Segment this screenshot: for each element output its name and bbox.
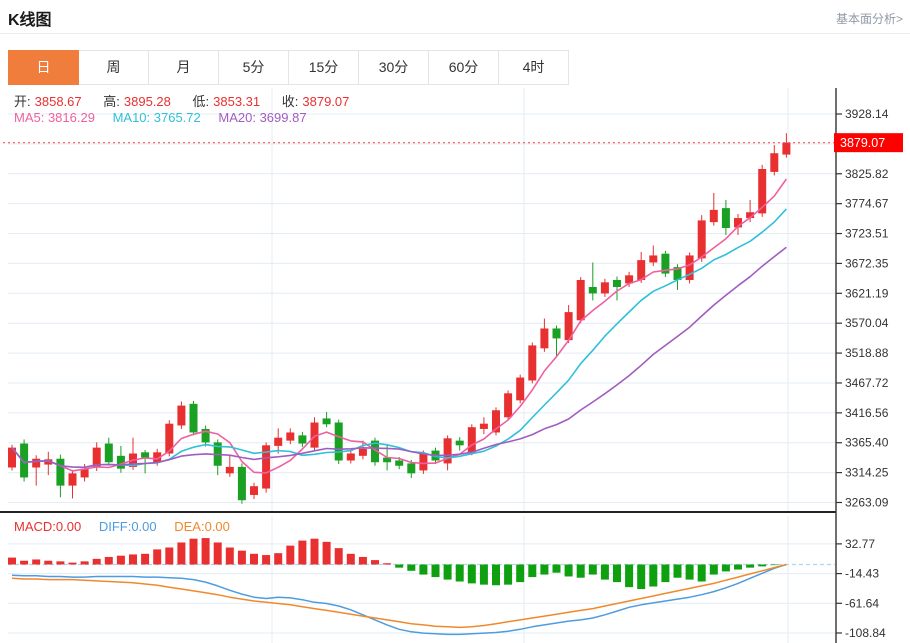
diff-value: DIFF:0.00 bbox=[98, 519, 157, 534]
high-value: 3895.28 bbox=[123, 94, 171, 109]
svg-text:3314.25: 3314.25 bbox=[845, 466, 889, 480]
svg-text:3621.19: 3621.19 bbox=[845, 286, 889, 300]
macd-value: MACD:0.00 bbox=[14, 519, 82, 534]
tab-日[interactable]: 日 bbox=[8, 50, 79, 85]
tab-30分[interactable]: 30分 bbox=[359, 50, 429, 85]
diff-line bbox=[11, 563, 787, 636]
panel-divider bbox=[0, 511, 836, 513]
open-value: 3858.67 bbox=[34, 94, 82, 109]
fundamental-analysis-link[interactable]: 基本面分析> bbox=[835, 12, 903, 26]
high-label: 高: bbox=[103, 94, 120, 109]
svg-text:3879.07: 3879.07 bbox=[840, 136, 885, 150]
svg-text:3518.88: 3518.88 bbox=[845, 346, 889, 360]
candles-layer bbox=[8, 133, 791, 504]
ma-readout: MA5: 3816.29 MA10: 3765.72 MA20: 3699.87 bbox=[14, 110, 321, 125]
low-label: 低: bbox=[192, 94, 210, 109]
dea-line bbox=[11, 563, 787, 629]
svg-text:3365.40: 3365.40 bbox=[845, 436, 889, 450]
price-axis: 3928.14 3825.82 3774.67 3723.51 3672.35 3621.… bbox=[835, 88, 889, 643]
svg-text:3467.72: 3467.72 bbox=[845, 376, 889, 390]
tab-60分[interactable]: 60分 bbox=[429, 50, 499, 85]
svg-text:3928.14: 3928.14 bbox=[845, 107, 889, 121]
tab-月[interactable]: 月 bbox=[149, 50, 219, 85]
macd-axis-label: -14.43 bbox=[845, 567, 879, 581]
tab-5分[interactable]: 5分 bbox=[219, 50, 289, 85]
tab-4时[interactable]: 4时 bbox=[499, 50, 569, 85]
tab-周[interactable]: 周 bbox=[79, 50, 149, 85]
svg-text:3825.82: 3825.82 bbox=[845, 167, 889, 181]
svg-text:3570.04: 3570.04 bbox=[845, 316, 889, 330]
header-divider bbox=[0, 33, 910, 34]
macd-axis-label: -108.84 bbox=[845, 626, 886, 640]
tab-15分[interactable]: 15分 bbox=[289, 50, 359, 85]
macd-axis-label: -61.64 bbox=[845, 596, 879, 610]
svg-text:3774.67: 3774.67 bbox=[845, 197, 889, 211]
page-title: K线图 bbox=[8, 12, 52, 29]
ma20-line bbox=[11, 246, 787, 469]
ma5-line bbox=[11, 178, 788, 474]
ohlc-readout: 开: 3858.67 高: 3895.28 低: 3853.31 收: 3879.07 bbox=[14, 91, 367, 110]
dea-value: DEA:0.00 bbox=[174, 519, 230, 534]
open-label: 开: bbox=[14, 94, 31, 109]
ma5-value: MA5: 3816.29 bbox=[14, 110, 95, 125]
current-price-badge: 3879.07 bbox=[834, 133, 903, 153]
svg-text:3723.51: 3723.51 bbox=[845, 227, 889, 241]
ma10-value: MA10: 3765.72 bbox=[112, 110, 201, 125]
close-value: 3879.07 bbox=[302, 94, 350, 109]
low-value: 3853.31 bbox=[213, 94, 261, 109]
macd-histogram bbox=[8, 538, 779, 590]
ma20-value: MA20: 3699.87 bbox=[218, 110, 307, 125]
interval-tabbar: 日周月 5分 15分 30分 60分 4时 bbox=[8, 50, 569, 85]
macd-axis-label: 32.77 bbox=[845, 537, 875, 551]
macd-readout: MACD:0.00 DIFF:0.00 DEA:0.00 bbox=[14, 519, 244, 534]
ma10-line bbox=[11, 208, 787, 469]
svg-text:3263.09: 3263.09 bbox=[845, 496, 889, 510]
svg-text:3672.35: 3672.35 bbox=[845, 256, 889, 270]
svg-text:3416.56: 3416.56 bbox=[845, 406, 889, 420]
close-label: 收: bbox=[281, 94, 299, 109]
